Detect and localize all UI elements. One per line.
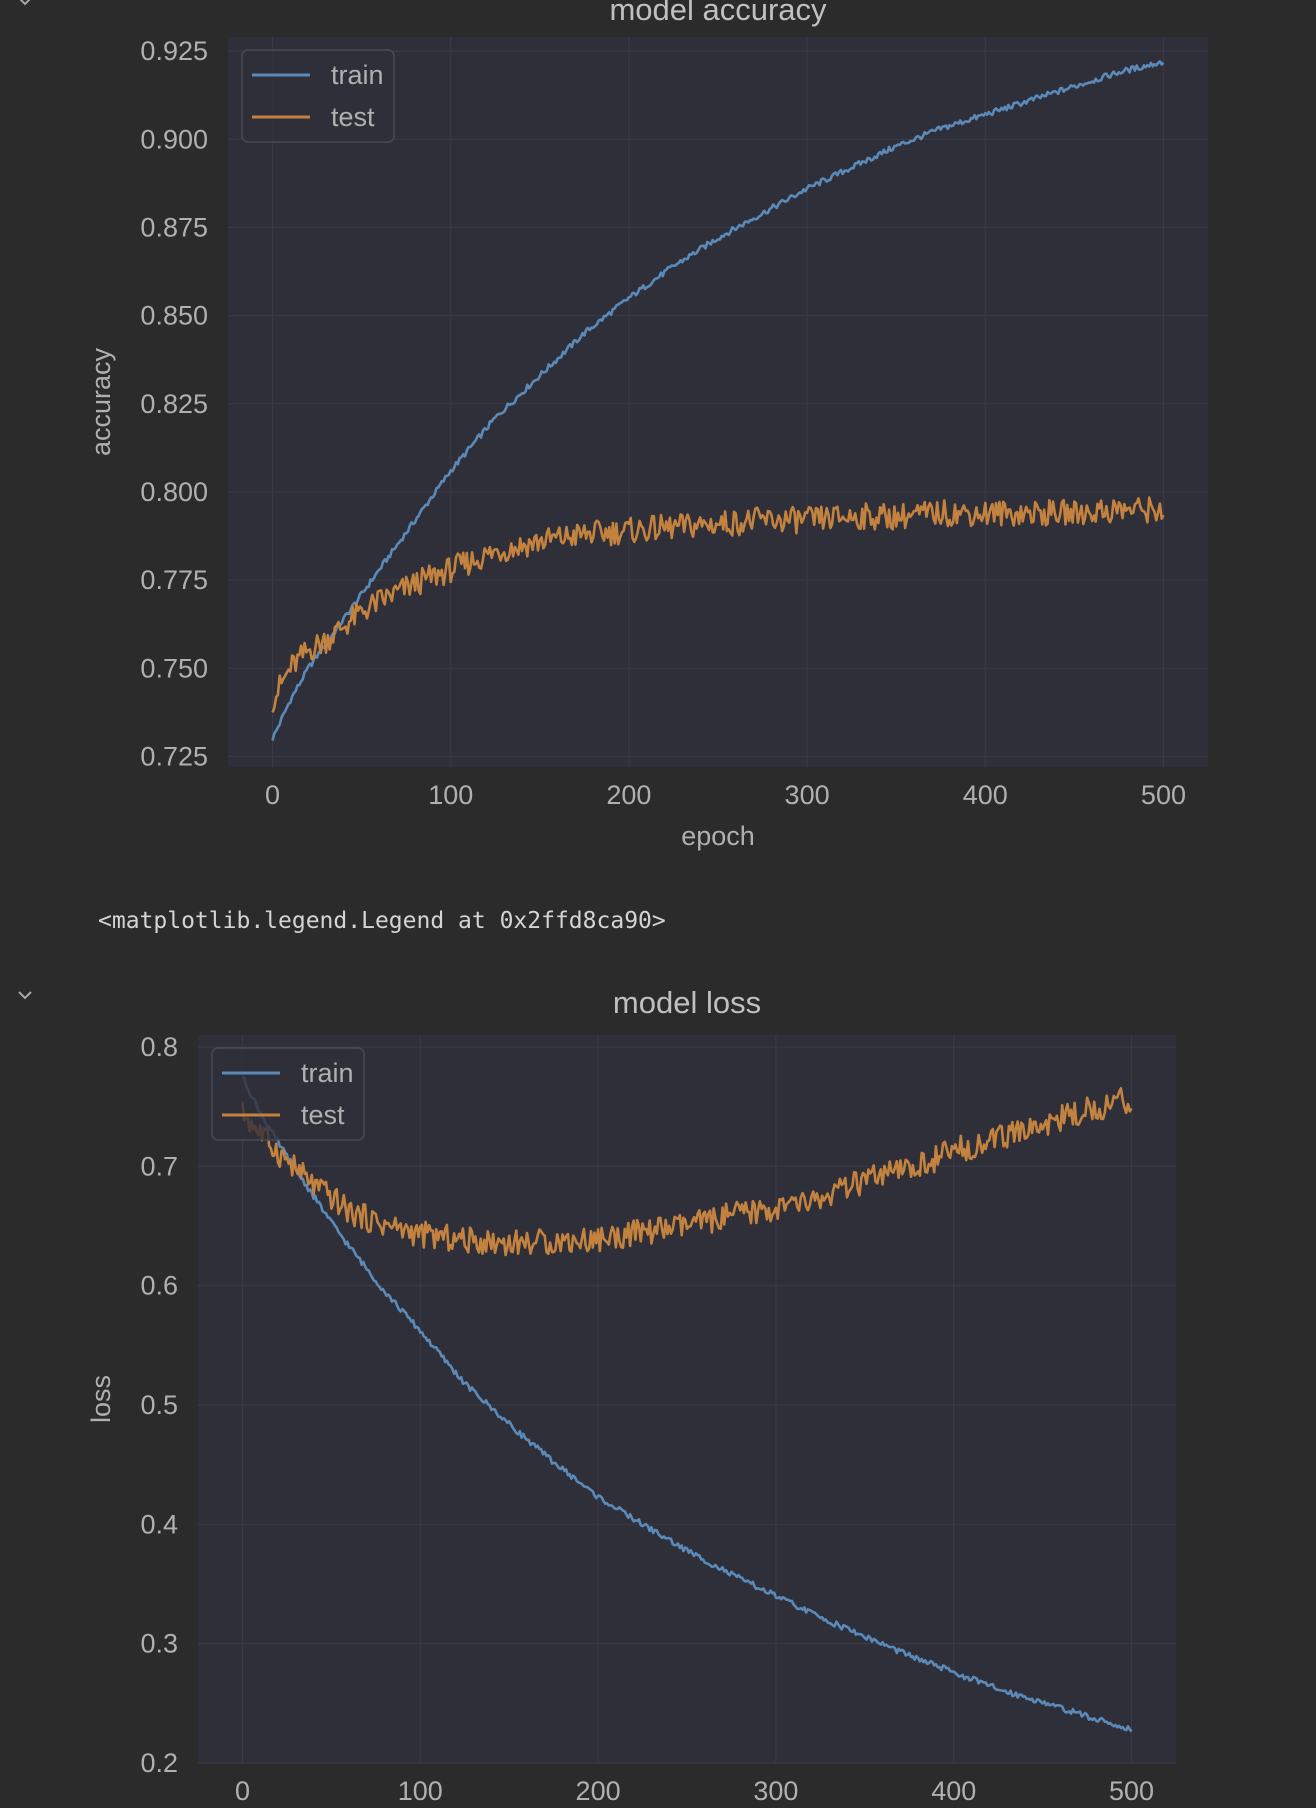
x-tick-label: 400 (931, 1776, 976, 1806)
y-tick-label: 0.7 (140, 1151, 178, 1181)
y-tick-label: 0.925 (140, 36, 208, 66)
chevron-down-icon (19, 0, 31, 6)
y-tick-label: 0.750 (140, 653, 208, 683)
accuracy-chart-svg: 0.725 0.750 0.775 0.800 0.825 0.850 0.875 0.900… (86, 0, 1208, 851)
loss-chart-svg: 0.2 0.3 0.4 0.5 0.6 0.7 0.8 0 100 200 300 400 500 mod… (86, 985, 1176, 1806)
y-tick-label: 0.8 (140, 1032, 178, 1062)
legend-label-train: train (301, 1058, 354, 1088)
legend-label-test: test (331, 102, 375, 132)
series-line-test (241, 1087, 1133, 1257)
x-axis-label: epoch (681, 821, 755, 851)
y-tick-label: 0.2 (140, 1748, 178, 1778)
y-tick-label: 0.725 (140, 741, 208, 771)
x-tick-label: 0 (235, 1776, 250, 1806)
legend-label-train: train (331, 60, 384, 90)
y-tick-label: 0.850 (140, 301, 208, 331)
x-tick-label: 200 (606, 780, 651, 810)
chart-title: model accuracy (609, 0, 827, 27)
x-tick-label: 500 (1109, 1776, 1154, 1806)
series-line-test (271, 496, 1165, 713)
y-tick-label: 0.775 (140, 565, 208, 595)
legend-box (211, 1047, 365, 1141)
y-tick-label: 0.6 (140, 1271, 178, 1301)
legend-label-test: test (301, 1100, 345, 1130)
x-tick-label: 100 (428, 780, 473, 810)
y-axis-label: accuracy (86, 347, 116, 456)
legend-box (241, 49, 395, 143)
loss-plot: 0.2 0.3 0.4 0.5 0.6 0.7 0.8 0 100 200 300 400 500 mod… (0, 980, 1316, 1808)
series-line-train (242, 1076, 1133, 1733)
y-tick-label: 0.5 (140, 1390, 178, 1420)
collapse-output-button-2[interactable] (14, 984, 36, 1006)
x-tick-label: 300 (753, 1776, 798, 1806)
collapse-output-button[interactable] (14, 0, 36, 12)
x-tick-label: 400 (963, 780, 1008, 810)
y-tick-label: 0.800 (140, 477, 208, 507)
legend: train test (241, 49, 395, 143)
series-line-train (271, 60, 1165, 741)
plot-area (228, 37, 1208, 767)
x-tick-label: 500 (1141, 780, 1186, 810)
plot-area (198, 1035, 1176, 1763)
x-tick-label: 0 (265, 780, 280, 810)
x-tick-label: 200 (576, 1776, 621, 1806)
chart-title: model loss (613, 985, 761, 1020)
y-tick-label: 0.875 (140, 212, 208, 242)
y-axis-label: loss (86, 1375, 116, 1423)
cell-output-text: <matplotlib.legend.Legend at 0x2ffd8ca90… (98, 908, 666, 934)
y-tick-label: 0.825 (140, 389, 208, 419)
chevron-down-icon (18, 991, 32, 1000)
legend: train test (211, 1047, 365, 1141)
x-tick-label: 100 (398, 1776, 443, 1806)
y-tick-label: 0.900 (140, 124, 208, 154)
x-tick-label: 300 (785, 780, 830, 810)
y-tick-label: 0.4 (140, 1509, 178, 1539)
accuracy-plot: 0.725 0.750 0.775 0.800 0.825 0.850 0.875 0.900… (0, 0, 1316, 860)
y-tick-label: 0.3 (140, 1629, 178, 1659)
